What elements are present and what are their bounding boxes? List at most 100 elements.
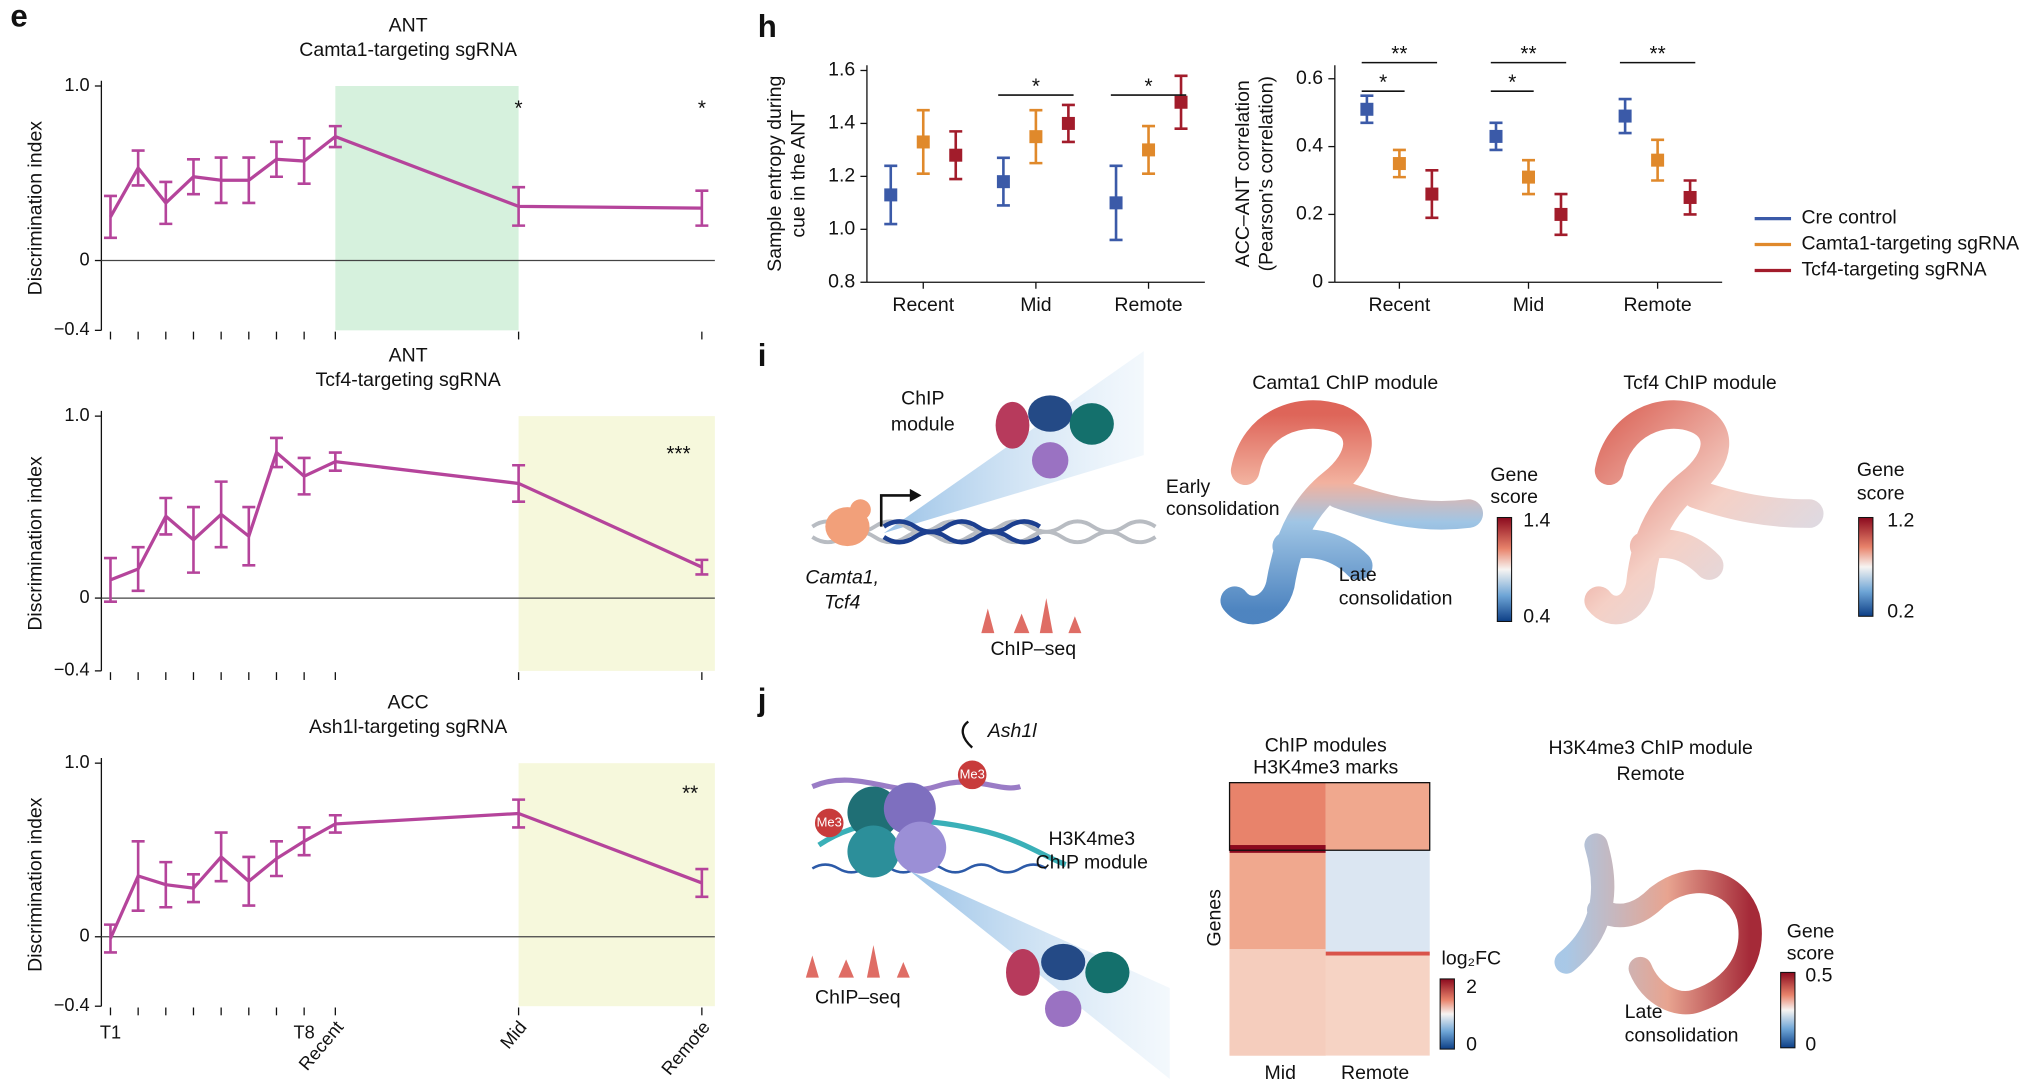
label: module (891, 413, 955, 435)
heatmap-title: ChIP modules (1265, 734, 1387, 756)
error-bar (297, 456, 311, 496)
label: Tcf4 (824, 591, 860, 613)
y-tick-label: −0.4 (54, 660, 90, 680)
y-tick-label: −0.4 (54, 319, 90, 339)
colorbar-title: Gene (1857, 459, 1905, 481)
legend-label: Cre control (1801, 207, 1896, 229)
marker (949, 148, 963, 162)
error-bar (186, 157, 200, 196)
label: Late (1339, 564, 1377, 586)
colorbar-title: score (1787, 942, 1835, 964)
colorbar-title: Gene (1490, 464, 1538, 486)
schematic-i: ChIP module Camta1, Tcf4 ChIP–seq (805, 351, 1157, 660)
colorbar-label: 2 (1466, 976, 1477, 998)
label: H3K4me3 (1048, 828, 1135, 850)
y-tick-label: 1.0 (64, 405, 89, 425)
colorbar-label: 0.5 (1805, 964, 1832, 986)
marker (1029, 130, 1043, 144)
error-bar (269, 140, 283, 179)
significance: * (1379, 71, 1387, 94)
arrow (961, 720, 973, 749)
significance: * (1144, 75, 1152, 98)
error-bar (269, 436, 283, 469)
y-tick-label: 0.8 (828, 270, 855, 292)
x-tick-label: Remote (658, 1017, 714, 1079)
umap-cells (1584, 400, 1824, 625)
heatmap-y-label: Genes (1203, 889, 1225, 947)
error-bar (103, 923, 117, 954)
error-bar (159, 860, 173, 909)
panel-label: h (758, 9, 777, 44)
y-axis-label: Discrimination index (25, 797, 47, 972)
nucleosome (847, 825, 900, 878)
complex (1044, 990, 1082, 1028)
panel-label: e (10, 0, 27, 34)
colorbar-label: 0 (1805, 1033, 1816, 1055)
complex (1028, 395, 1073, 432)
error-bar (242, 855, 256, 907)
complex (1085, 951, 1130, 994)
colorbar-label: 0.4 (1523, 606, 1550, 628)
label: Ash1l (987, 720, 1037, 742)
marker (1174, 95, 1188, 109)
umap-i1: Camta1 ChIP module Early consolidation L… (1166, 372, 1551, 628)
legend-label: Tcf4-targeting sgRNA (1801, 259, 1986, 281)
legend-label: Camta1-targeting sgRNA (1801, 233, 2019, 255)
colorbar (1496, 516, 1513, 623)
y-tick-label: 1.4 (828, 112, 855, 134)
error-bar (297, 826, 311, 857)
heatmap-block (1325, 951, 1430, 1056)
umap-i2: Tcf4 ChIP module Gene score 1.2 0.2 (1584, 372, 1914, 625)
heatmap-block (1229, 782, 1326, 848)
y-tick-label: 0 (80, 926, 90, 946)
error-bar (512, 798, 526, 829)
heatmap-column-label: Mid (1265, 1062, 1296, 1084)
protein (850, 499, 871, 521)
y-tick-label: 1.0 (64, 752, 89, 772)
x-tick-label: Remote (1114, 294, 1182, 316)
error-bar (297, 137, 311, 186)
heatmap-block (1229, 845, 1326, 853)
x-tick-label: Mid (1513, 294, 1544, 316)
heatmap-column-label: Remote (1341, 1062, 1409, 1084)
chip-peaks (968, 598, 1092, 634)
error-bar (131, 839, 145, 913)
error-bar (512, 185, 526, 227)
label: Late (1625, 1001, 1663, 1023)
y-tick-label: 0 (80, 249, 90, 269)
y-tick-label: 1.0 (64, 75, 89, 95)
marker (1522, 170, 1535, 184)
error-bar (328, 124, 342, 149)
colorbar-label: 1.2 (1887, 510, 1914, 532)
y-axis-label: (Pearson's correlation) (1255, 76, 1277, 271)
histone-tail (817, 818, 1067, 868)
panel-label: j (757, 682, 767, 717)
umap-j: H3K4me3 ChIP module Remote Late consolid… (1549, 737, 1835, 1055)
error-bar (269, 839, 283, 878)
marker (916, 135, 930, 149)
umap-cells (1554, 833, 1762, 1015)
label: Me3 (960, 766, 985, 781)
chip-peaks (786, 945, 926, 978)
error-bar (328, 813, 342, 834)
complex (1041, 943, 1086, 981)
y-tick-label: 1.2 (828, 165, 855, 187)
significance: ** (1650, 42, 1666, 65)
methyl-mark (814, 808, 844, 838)
significance: * (698, 97, 706, 120)
colorbar-label: 1.4 (1523, 510, 1550, 532)
heatmap-block (1325, 951, 1430, 956)
dna-target (882, 519, 1042, 535)
marker (884, 188, 898, 202)
y-axis-label: Sample entropy during (764, 76, 786, 272)
colorbar-title: log₂FC (1442, 948, 1502, 970)
umap-title: H3K4me3 ChIP module (1549, 737, 1753, 759)
error-bar (695, 558, 709, 576)
y-axis-label: Discrimination index (25, 456, 47, 631)
umap-cells (1220, 400, 1484, 625)
label: Early (1166, 476, 1211, 498)
shade (518, 763, 715, 1007)
colorbar-title: score (1490, 486, 1538, 508)
error-bar (695, 867, 709, 899)
heatmap-block (1325, 782, 1430, 851)
